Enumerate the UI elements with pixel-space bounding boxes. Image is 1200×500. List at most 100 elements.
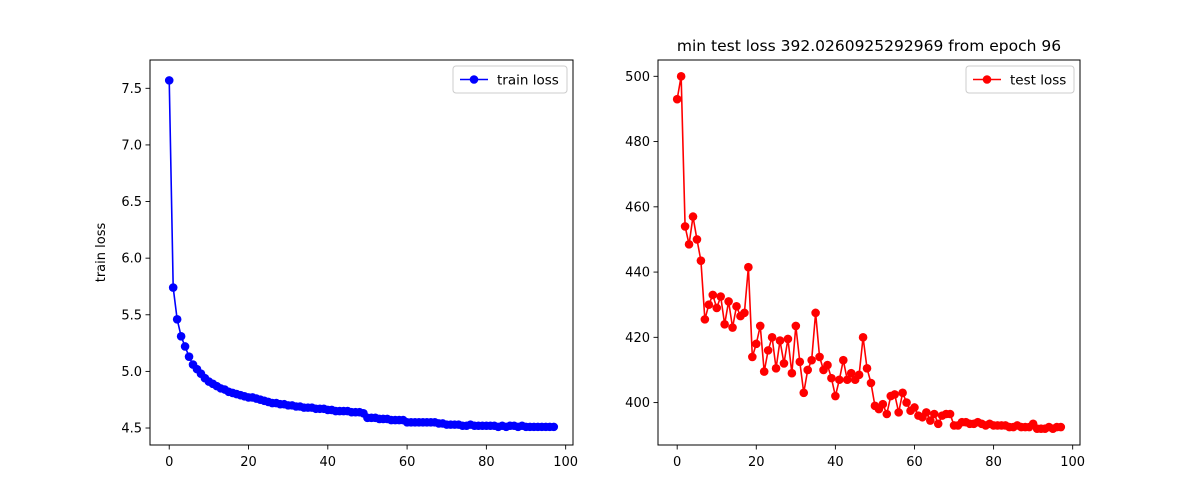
legend-box	[452, 65, 568, 94]
data-point	[846, 368, 856, 378]
data-point	[168, 283, 178, 292]
y-tick-label: 7.5	[121, 82, 142, 97]
data-point	[882, 409, 892, 419]
series-line	[168, 80, 554, 428]
data-point	[894, 408, 903, 417]
legend-label: train loss	[497, 73, 559, 89]
chart-panel-1: 0 20 40 60 80 100 4.5 5.0 5.5 6.0 6.5 7.0 7.5 train l…	[94, 59, 578, 470]
x-tick-label: 80	[478, 455, 495, 470]
data-point	[696, 256, 706, 265]
legend-box	[965, 65, 1075, 94]
data-point	[799, 388, 809, 398]
data-point	[929, 409, 939, 419]
data-point	[926, 416, 935, 425]
data-point	[898, 388, 907, 398]
x-tick-label: 0	[673, 455, 681, 470]
series-1	[164, 76, 559, 432]
data-point	[728, 323, 737, 332]
y-tick-label: 440	[625, 266, 650, 281]
data-point	[890, 390, 900, 399]
plot-frame	[657, 59, 1081, 446]
data-point	[858, 333, 868, 342]
data-point	[838, 355, 848, 365]
data-point	[791, 321, 801, 331]
y-tick-label: 5.5	[121, 308, 142, 323]
data-point	[704, 300, 714, 310]
data-point	[180, 342, 190, 351]
data-point	[803, 365, 812, 375]
data-point	[732, 302, 741, 311]
data-point	[708, 290, 718, 300]
data-point	[676, 72, 686, 81]
data-point	[827, 373, 836, 383]
data-point	[922, 408, 931, 417]
data-point	[748, 352, 757, 362]
data-point	[811, 308, 820, 318]
x-tick-label: 60	[906, 455, 923, 470]
plot-frame	[149, 59, 574, 446]
data-point	[854, 370, 864, 380]
data-point	[771, 364, 781, 373]
data-point	[688, 212, 698, 221]
data-point	[779, 359, 789, 368]
data-point	[700, 315, 710, 324]
legend: train loss	[452, 65, 568, 94]
x-tick-label: 80	[985, 455, 1002, 470]
data-point	[783, 334, 793, 344]
legend-label: test loss	[1010, 73, 1066, 89]
legend-marker	[982, 75, 992, 84]
data-point	[795, 357, 805, 367]
data-point	[831, 391, 840, 401]
y-tick-label: 500	[625, 70, 650, 85]
data-point	[184, 352, 194, 361]
data-point	[823, 360, 832, 370]
x-tick-label: 100	[553, 455, 578, 470]
data-point	[740, 308, 749, 318]
chart-title: min test loss 392.0260925292969 from epo…	[677, 37, 1061, 55]
series-line	[676, 75, 1061, 430]
data-point	[712, 303, 722, 313]
y-tick-label: 5.0	[121, 365, 142, 380]
data-point	[720, 319, 729, 329]
x-tick-label: 20	[240, 455, 257, 470]
data-point	[815, 352, 824, 362]
y-tick-label: 400	[625, 396, 650, 411]
data-point	[759, 367, 769, 376]
data-point	[680, 222, 690, 231]
data-point	[878, 399, 888, 409]
y-tick-label: 6.0	[121, 252, 142, 267]
data-point	[744, 262, 753, 272]
y-axis-label: train loss	[94, 223, 109, 283]
y-tick-label: 420	[625, 331, 650, 346]
data-point	[862, 364, 872, 373]
data-point	[835, 375, 844, 385]
data-point	[724, 297, 733, 306]
data-point	[933, 419, 943, 429]
data-point	[866, 378, 876, 388]
data-point	[1056, 422, 1066, 432]
data-point	[549, 422, 559, 432]
data-point	[716, 292, 725, 301]
data-point	[807, 355, 816, 365]
x-tick-label: 40	[320, 455, 337, 470]
data-point	[842, 375, 852, 385]
series-1	[672, 72, 1066, 433]
y-tick-label: 4.5	[121, 422, 142, 437]
y-tick-label: 480	[625, 135, 650, 150]
x-tick-label: 0	[165, 455, 173, 470]
data-point	[176, 331, 186, 341]
legend-marker	[469, 75, 479, 84]
x-tick-label: 100	[1060, 455, 1085, 470]
x-tick-label: 20	[748, 455, 765, 470]
chart-panel-2: 0 20 40 60 80 100 400 420 440 460 480 500 min test l…	[625, 37, 1085, 470]
data-point	[672, 94, 682, 104]
data-point	[172, 315, 182, 324]
x-tick-label: 60	[399, 455, 416, 470]
data-point	[164, 76, 174, 85]
data-point	[692, 235, 702, 244]
data-point	[910, 403, 919, 412]
data-point	[775, 336, 785, 345]
data-point	[787, 368, 797, 378]
data-point	[684, 240, 694, 249]
